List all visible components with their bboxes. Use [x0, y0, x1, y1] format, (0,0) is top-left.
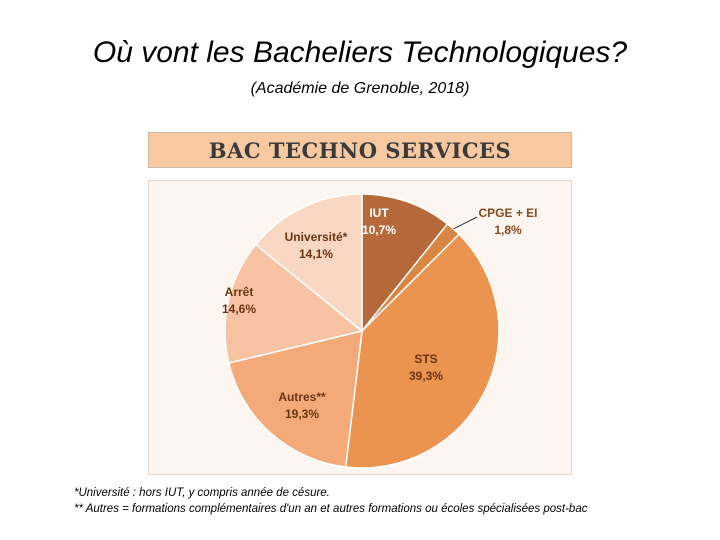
pie-chart: IUT 10,7% CPGE + EI 1,8% STS 39,3% Autres** 19,… — [149, 181, 573, 476]
slice-value-5: 14,1% — [299, 247, 333, 261]
slice-value-2: 39,3% — [409, 369, 443, 383]
footnote-autres: ** Autres = formations complémentaires d… — [74, 501, 714, 517]
slice-label-4: Arrêt — [225, 285, 254, 299]
slice-label-0: IUT — [369, 206, 389, 220]
pie-chart-panel: IUT 10,7% CPGE + EI 1,8% STS 39,3% Autres** 19,… — [148, 180, 572, 475]
leader-line-cpge — [453, 217, 477, 229]
slice-label-2: STS — [414, 352, 437, 366]
page-title: Où vont les Bacheliers Technologiques? — [0, 36, 720, 70]
chart-title-banner: BAC TECHNO SERVICES — [148, 132, 572, 168]
slice-value-1: 1,8% — [494, 223, 522, 237]
slice-value-3: 19,3% — [285, 407, 319, 421]
slice-value-0: 10,7% — [362, 223, 396, 237]
page-subtitle: (Académie de Grenoble, 2018) — [0, 80, 720, 98]
slice-label-5: Université* — [285, 230, 348, 244]
footnotes: *Université : hors IUT, y compris année … — [74, 485, 714, 517]
slice-label-3: Autres** — [278, 390, 326, 404]
slice-label-1: CPGE + EI — [478, 206, 537, 220]
footnote-universite: *Université : hors IUT, y compris année … — [74, 485, 714, 501]
slice-value-4: 14,6% — [222, 302, 256, 316]
